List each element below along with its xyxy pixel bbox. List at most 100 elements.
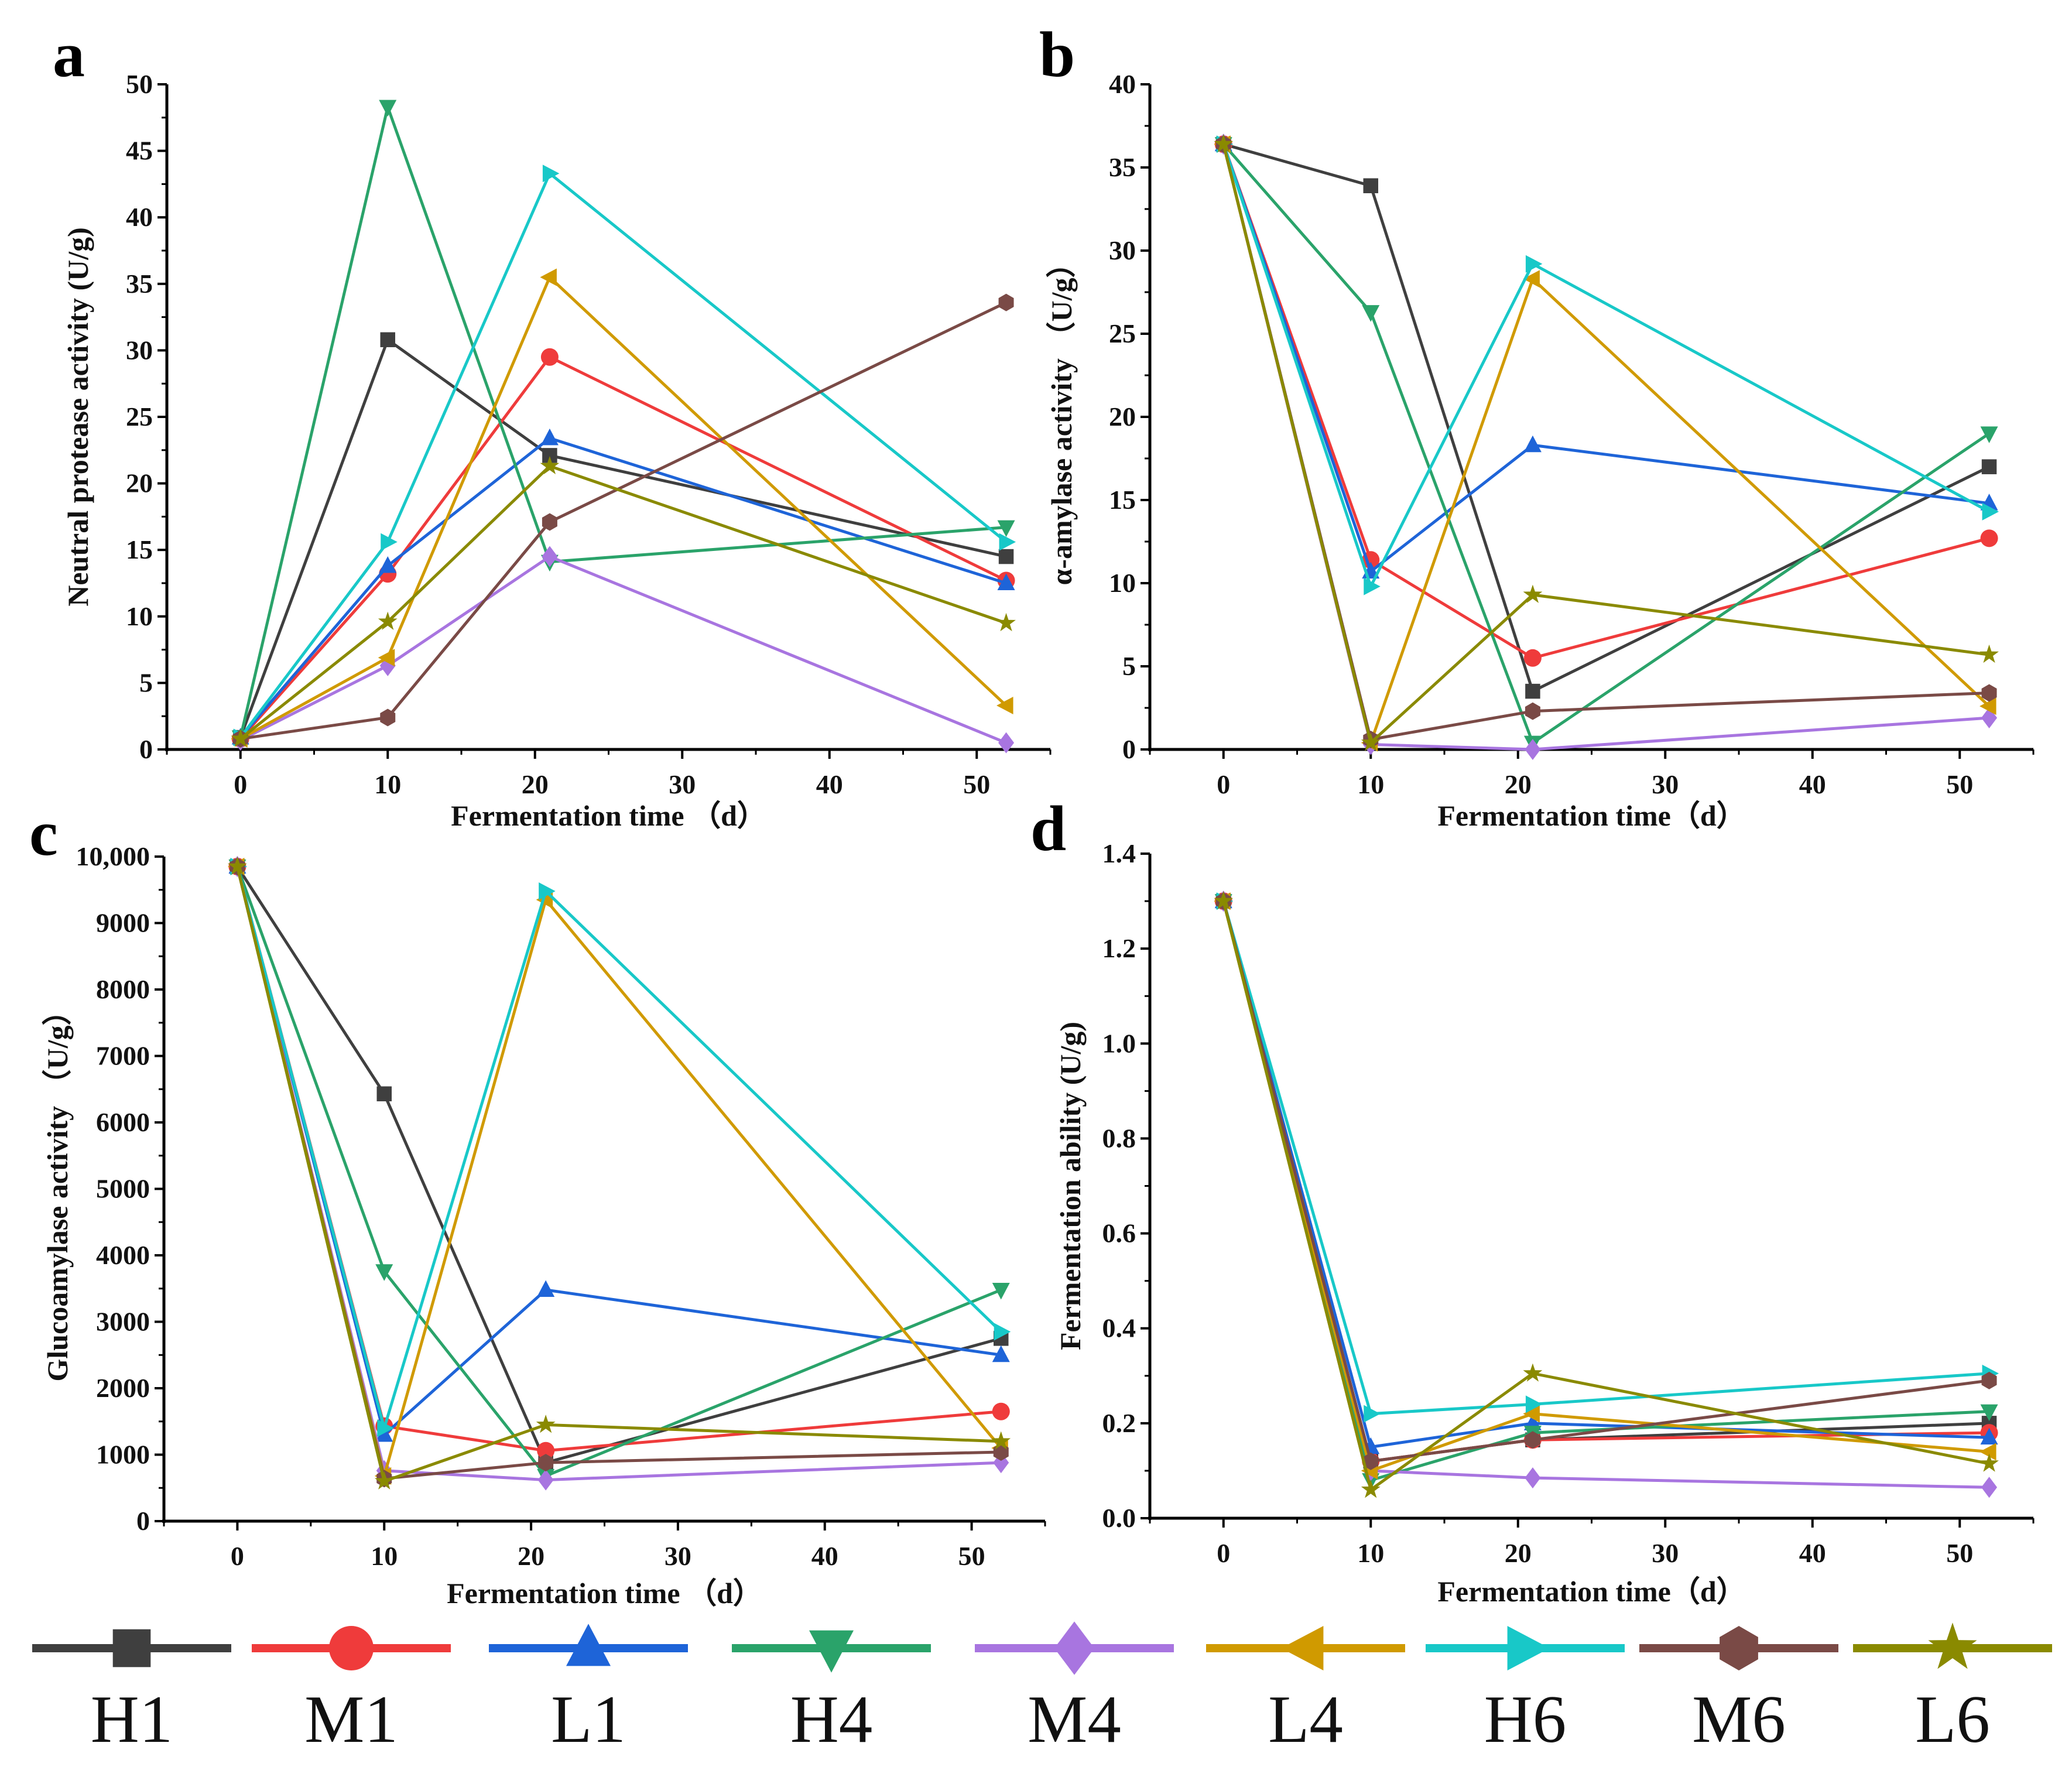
data-point-L6: [1361, 1480, 1381, 1498]
series-line-H1: [239, 337, 1007, 738]
series-H6: [1216, 135, 1999, 595]
data-point-L6: [1214, 891, 1234, 910]
y-tick-label: 5000: [96, 1174, 150, 1204]
x-axis-title: Fermentation time （d）: [451, 799, 766, 832]
y-tick-label: 9000: [96, 908, 150, 938]
series-line-M6: [235, 866, 1001, 1481]
legend-item-M4: M4: [975, 1621, 1174, 1757]
data-point-L1: [992, 1345, 1010, 1362]
series-line-M6: [240, 301, 1007, 741]
legend-marker-m6-icon: [1720, 1626, 1758, 1670]
legend-item-H1: H1: [32, 1629, 231, 1757]
panel-c: c 0 1000 2000 3000 4000 5000 6000 7000 8000 9000 10…: [29, 797, 1046, 1610]
series-line-M4: [239, 554, 1007, 744]
y-tick-label: 10: [126, 601, 153, 631]
data-point-H1: [1363, 178, 1378, 193]
series-line-L4: [1222, 901, 1989, 1473]
y-tick-label: 6000: [96, 1107, 150, 1137]
series-M4: [1215, 891, 1998, 1498]
data-point-H6: [1364, 577, 1381, 595]
legend-label: H4: [790, 1682, 873, 1757]
data-point-L6: [1523, 1363, 1543, 1382]
legend-marker-l4-icon: [1281, 1626, 1324, 1670]
y-tick-label: 40: [126, 202, 153, 232]
data-point-L6: [1979, 644, 1999, 663]
x-tick-label: 30: [665, 1541, 691, 1571]
series-line-H4: [1222, 901, 1989, 1482]
y-tick-label: 5: [1122, 651, 1136, 681]
data-point-L6: [378, 611, 398, 630]
series-line-H4: [1222, 143, 1990, 745]
y-tick-label: 0: [136, 1506, 150, 1536]
data-point-M1: [537, 1442, 555, 1460]
data-point-H1: [380, 332, 395, 347]
x-tick-label: 30: [669, 769, 696, 799]
y-tick-label: 15: [126, 535, 153, 564]
legend-label: H1: [91, 1682, 173, 1757]
y-tick-label: 20: [1109, 402, 1136, 432]
series-line-H6: [1222, 901, 1989, 1416]
y-tick-label: 1.4: [1102, 838, 1136, 868]
series-line-L6: [239, 464, 1007, 740]
panel-letter: b: [1039, 19, 1075, 90]
x-tick-label: 0: [234, 769, 247, 799]
data-point-H6: [1525, 255, 1543, 273]
data-point-M6: [538, 1454, 554, 1472]
series-L6: [1214, 891, 1999, 1498]
series-line-H1: [1222, 901, 1989, 1463]
x-tick-label: 0: [1217, 1538, 1230, 1568]
data-point-H4: [379, 100, 397, 117]
x-tick-label: 0: [1217, 769, 1230, 799]
series-line-M1: [1222, 143, 1990, 660]
y-tick-label: 10,000: [76, 841, 150, 871]
legend-marker-l1-icon: [566, 1624, 611, 1666]
data-point-M4: [1981, 1477, 1998, 1498]
series-line-L6: [235, 866, 1001, 1484]
data-point-M6: [998, 293, 1014, 311]
y-axis-title: Glucoamylase activity （U/g）: [41, 996, 74, 1381]
data-point-L6: [1979, 1453, 1999, 1472]
y-tick-label: 50: [126, 69, 153, 99]
data-point-H1: [998, 549, 1014, 564]
data-point-L1: [540, 428, 559, 446]
legend-item-M1: M1: [252, 1626, 451, 1757]
data-point-L1: [379, 556, 397, 573]
data-point-H4: [1980, 1404, 1998, 1422]
legend-label: H6: [1484, 1682, 1567, 1757]
y-tick-label: 40: [1109, 69, 1136, 99]
legend-item-H4: H4: [732, 1630, 931, 1757]
x-tick-label: 40: [816, 769, 843, 799]
series-line-L4: [1222, 143, 1991, 748]
panel-letter: c: [29, 797, 58, 869]
x-tick-label: 40: [1799, 1538, 1826, 1568]
data-point-L6: [1523, 584, 1543, 603]
legend: H1 M1 L1 H4 M4 L4 H6 M6 L6: [32, 1621, 2052, 1757]
series-line-H1: [1223, 142, 1990, 694]
series-H6: [233, 165, 1016, 747]
x-tick-label: 20: [522, 769, 549, 799]
data-point-L4: [1979, 1443, 1996, 1461]
x-axis-title: Fermentation time（d）: [1437, 1575, 1745, 1608]
series-L6: [1214, 133, 1999, 751]
legend-marker-h6-icon: [1507, 1626, 1550, 1670]
series-line-L4: [239, 275, 1008, 741]
data-point-M6: [1363, 1452, 1379, 1470]
series-line-H1: [236, 865, 1002, 1465]
data-point-M6: [1525, 1431, 1540, 1449]
panel-b: b 0 5 10 15 20 25 30 35 40 0 10 20 30 40 50 Fermentation…: [1039, 19, 2035, 832]
data-point-H1: [1981, 459, 1997, 474]
y-tick-label: 7000: [96, 1041, 150, 1071]
legend-item-L1: L1: [489, 1624, 688, 1757]
series-line-M4: [1222, 143, 1989, 751]
series-L6: [231, 456, 1016, 747]
y-tick-label: 1000: [96, 1440, 150, 1470]
data-point-M4: [1525, 1467, 1541, 1489]
y-tick-label: 5: [139, 667, 153, 697]
data-point-L1: [1523, 435, 1542, 453]
x-tick-label: 20: [1505, 769, 1532, 799]
series-line-M6: [1222, 143, 1989, 741]
data-point-M6: [542, 513, 557, 531]
data-point-M6: [1981, 1371, 1997, 1389]
y-tick-label: 0.8: [1102, 1123, 1136, 1153]
series-L1: [1214, 891, 1998, 1454]
